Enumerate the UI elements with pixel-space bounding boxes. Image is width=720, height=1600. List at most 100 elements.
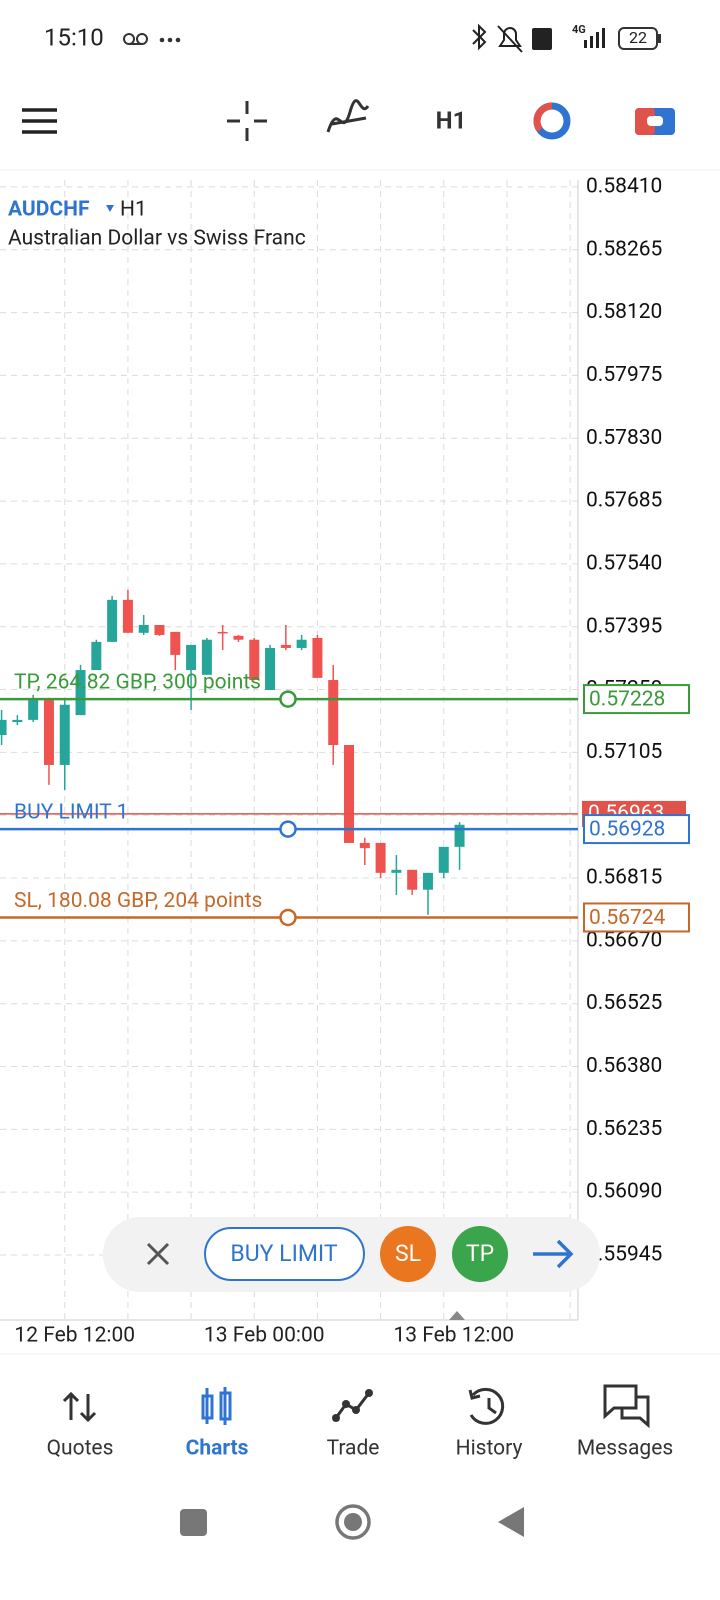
bluetooth-icon — [472, 23, 487, 51]
level-price-box — [583, 684, 690, 715]
y-tick-label: 0.57540 — [586, 551, 662, 575]
candle-body — [107, 599, 118, 642]
menu-button[interactable] — [22, 108, 57, 134]
y-tick-label: 0.56525 — [586, 991, 662, 1015]
candle-body — [43, 699, 54, 765]
nav-charts[interactable]: Charts — [186, 1437, 249, 1461]
charts-icon — [201, 1387, 232, 1425]
messages-icon — [603, 1384, 650, 1429]
y-tick-label: 0.58410 — [586, 174, 662, 198]
y-tick-label: 0.57975 — [586, 363, 662, 387]
home-button-dot — [344, 1513, 362, 1531]
trade-button-part — [647, 116, 663, 126]
y-tick-label: 0.56815 — [586, 866, 662, 890]
y-tick-label: 0.56090 — [586, 1180, 662, 1204]
level-price: 0.57228 — [589, 688, 665, 712]
tp-label: TP — [466, 1240, 494, 1267]
candle-body — [344, 745, 355, 843]
sl-label: SL — [395, 1240, 421, 1267]
candle-body — [296, 639, 307, 648]
candle-body — [154, 624, 165, 635]
level-price-box — [583, 902, 690, 933]
candle-body — [249, 639, 260, 681]
back-button[interactable] — [498, 1507, 524, 1537]
candle-body — [422, 872, 433, 890]
order-bar: BUY LIMIT SL TP — [103, 1217, 600, 1292]
candle-body — [375, 842, 386, 873]
mute-icon — [497, 25, 523, 53]
y-tick-label: 0.57395 — [586, 614, 662, 638]
indicators-button[interactable] — [326, 99, 370, 133]
level-label: TP, 264.82 GBP, 300 points — [14, 671, 261, 695]
candle-body — [91, 641, 102, 671]
quotes-icon — [62, 1391, 97, 1423]
x-tick-label: 13 Feb 00:00 — [204, 1324, 325, 1348]
battery-icon — [618, 27, 658, 50]
order-type-button[interactable] — [204, 1227, 365, 1281]
y-tick-label: 0.58120 — [586, 300, 662, 324]
more-icon — [159, 37, 181, 43]
place-button[interactable] — [533, 1239, 574, 1269]
scroll-marker — [449, 1311, 465, 1320]
history-icon — [468, 1387, 505, 1425]
nav-quotes[interactable]: Quotes — [47, 1437, 114, 1461]
candle-body — [359, 842, 370, 849]
candle-body — [312, 637, 323, 678]
candle-body — [170, 631, 181, 655]
y-tick-label: 0.57830 — [586, 426, 662, 450]
nav-messages[interactable]: Messages — [577, 1437, 673, 1461]
level-handle[interactable] — [279, 908, 297, 927]
volte-icon — [532, 28, 552, 50]
signal-icon — [584, 28, 605, 48]
level-label: BUY LIMIT 1 — [14, 801, 128, 825]
network-type: 4G — [572, 23, 586, 36]
candle-body — [122, 599, 133, 633]
battery-level: 22 — [629, 28, 647, 47]
bottom-nav: Quotes Charts Trade History Messages — [47, 1384, 673, 1461]
battery-tip — [658, 34, 661, 43]
level-handle[interactable] — [279, 820, 297, 838]
candle-body — [75, 670, 86, 716]
level-price-box — [583, 814, 690, 845]
candle-body — [280, 644, 291, 648]
candle-body — [138, 624, 149, 633]
candle-body — [59, 704, 70, 765]
candle-body — [265, 647, 276, 690]
level-price: 0.56928 — [589, 818, 665, 842]
y-tick-label: 0.57105 — [586, 740, 662, 764]
crosshair-button[interactable] — [227, 101, 267, 141]
candle-body — [328, 680, 339, 746]
nav-history[interactable]: History — [456, 1437, 523, 1461]
level-handle[interactable] — [279, 690, 297, 708]
home-button[interactable] — [335, 1504, 371, 1540]
timeframe: H1 — [120, 198, 147, 222]
nav-trade[interactable]: Trade — [327, 1437, 380, 1461]
symbol[interactable]: AUDCHF — [8, 198, 90, 222]
timeframe-button[interactable]: H1 — [436, 106, 467, 134]
y-tick-label: 0.58265 — [586, 237, 662, 261]
candle-body — [186, 644, 197, 671]
sl-button[interactable] — [380, 1226, 436, 1282]
clock: 15:10 — [44, 23, 104, 51]
order-type: BUY LIMIT — [230, 1240, 337, 1267]
close-button[interactable] — [146, 1242, 170, 1266]
tp-button[interactable] — [452, 1226, 508, 1282]
candle-body — [28, 699, 39, 720]
symbol-dropdown[interactable] — [106, 205, 114, 212]
candle-body — [454, 824, 465, 847]
y-tick-label: 0.57685 — [586, 489, 662, 513]
level-price: 0.56724 — [589, 906, 666, 930]
x-tick-label: 13 Feb 12:00 — [393, 1324, 514, 1348]
symbol-description: Australian Dollar vs Swiss Franc — [8, 227, 306, 251]
level-label: SL, 180.08 GBP, 204 points — [14, 889, 262, 913]
candle-body — [233, 635, 244, 640]
voicemail-icon — [123, 33, 148, 45]
status-bar: 15:10 4G 22 — [44, 23, 661, 53]
trade-icon-dots — [332, 1389, 373, 1422]
recents-button[interactable] — [180, 1509, 207, 1536]
candle-body — [0, 719, 7, 736]
trade-icon — [334, 1392, 371, 1419]
